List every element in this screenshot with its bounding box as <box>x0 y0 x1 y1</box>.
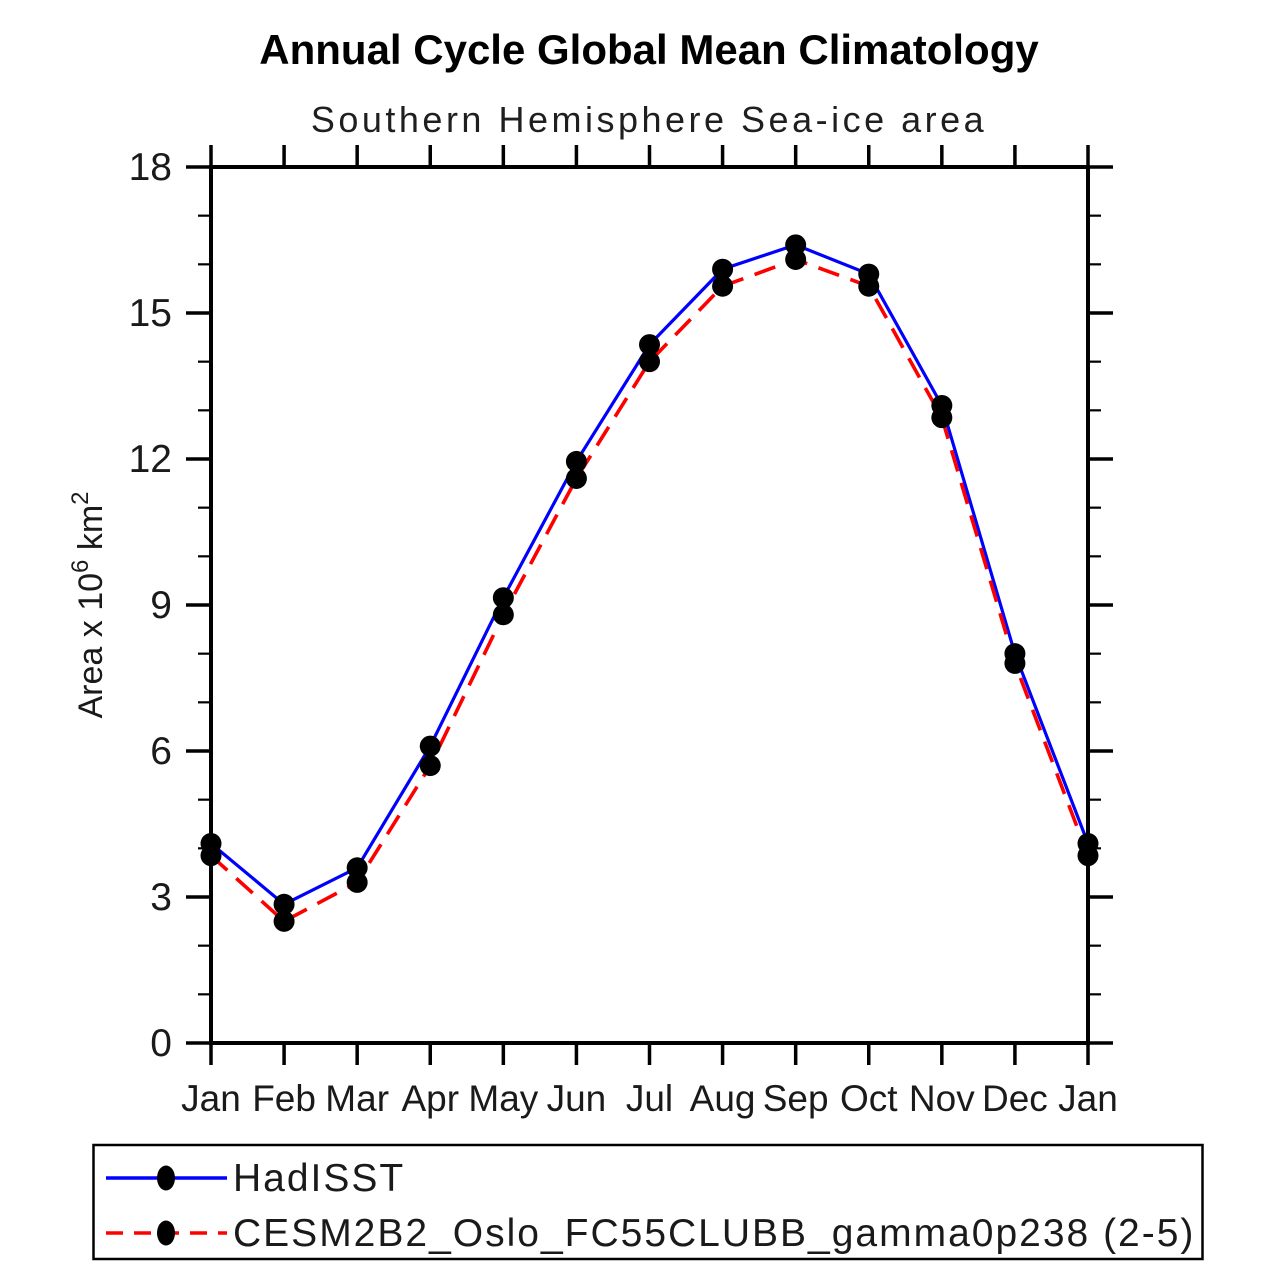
x-tick-label: Oct <box>840 1078 898 1119</box>
cesm-data-point-marker <box>785 248 807 270</box>
y-tick-label: 12 <box>129 438 172 481</box>
hadisst-data-point-marker <box>785 234 807 256</box>
chart-subtitle: Southern Hemisphere Sea-ice area <box>311 99 987 140</box>
y-axis-label: Area x 106 km2 <box>67 491 110 718</box>
y-tick-label: 0 <box>150 1022 172 1065</box>
cesm-data-point-marker <box>858 275 880 297</box>
x-tick-label: Nov <box>909 1078 975 1119</box>
plot-axes: 0 3 6 9 12 15 18 Jan Feb Mar Apr May Jun Jul Aug Sep Oct… <box>129 145 1118 1119</box>
hadisst-data-point-marker <box>346 857 368 879</box>
legend-item-cesm: CESM2B2_Oslo_FC55CLUBB_gamma0p238 (2-5) <box>106 1212 1195 1255</box>
cesm-data-point-marker <box>273 910 295 932</box>
cesm-data-point-marker <box>639 351 660 373</box>
legend-marker <box>157 1220 175 1246</box>
plot-frame <box>209 165 1090 1045</box>
y-tick-label: 6 <box>150 730 172 773</box>
cesm-data-point-marker <box>1077 845 1099 867</box>
data-series <box>200 234 1099 932</box>
y-tick-label: 18 <box>129 146 172 189</box>
hadisst-data-point-marker <box>273 893 295 915</box>
cesm-data-point-marker <box>492 604 514 626</box>
hadisst-data-point-marker <box>639 334 660 356</box>
x-tick-label: Aug <box>690 1078 756 1119</box>
hadisst-data-point-marker <box>565 450 587 472</box>
x-tick-label: Feb <box>252 1078 316 1119</box>
cesm-data-point-marker <box>200 845 222 867</box>
x-tick-label: Jan <box>181 1078 241 1119</box>
hadisst-data-point-marker <box>492 587 514 609</box>
cesm-data-point-marker <box>712 275 734 297</box>
x-tick-label: May <box>468 1078 538 1119</box>
legend-label: CESM2B2_Oslo_FC55CLUBB_gamma0p238 (2-5) <box>233 1212 1195 1255</box>
y-tick-label: 9 <box>150 584 172 627</box>
x-tick-label: Mar <box>325 1078 389 1119</box>
hadisst-data-point-marker <box>419 735 441 757</box>
cesm-data-point-marker <box>931 407 953 429</box>
cesm-data-point-marker <box>1004 652 1026 674</box>
y-tick-label: 3 <box>150 876 172 919</box>
x-tick-label: Jun <box>547 1078 607 1119</box>
y-tick-label: 15 <box>129 292 172 335</box>
x-tick-label: Apr <box>401 1078 459 1119</box>
legend-box <box>92 1143 1204 1261</box>
cesm-data-point-marker <box>565 467 587 489</box>
x-tick-label: Jan <box>1058 1078 1118 1119</box>
y-axis-label-text: Area x 106 km2 <box>67 491 110 718</box>
chart-title: Annual Cycle Global Mean Climatology <box>259 26 1039 73</box>
hadisst-data-point-marker <box>712 258 734 280</box>
cesm-data-point-marker <box>419 755 441 777</box>
legend-marker <box>157 1165 175 1191</box>
legend: HadISST CESM2B2_Oslo_FC55CLUBB_gamma0p238… <box>92 1143 1204 1261</box>
legend-item-hadisst: HadISST <box>106 1157 405 1200</box>
x-tick-label: Jul <box>626 1078 673 1119</box>
x-tick-label: Dec <box>982 1078 1048 1119</box>
cesm-data-point-marker <box>346 871 368 893</box>
x-tick-label: Sep <box>763 1078 829 1119</box>
legend-label: HadISST <box>233 1157 405 1200</box>
